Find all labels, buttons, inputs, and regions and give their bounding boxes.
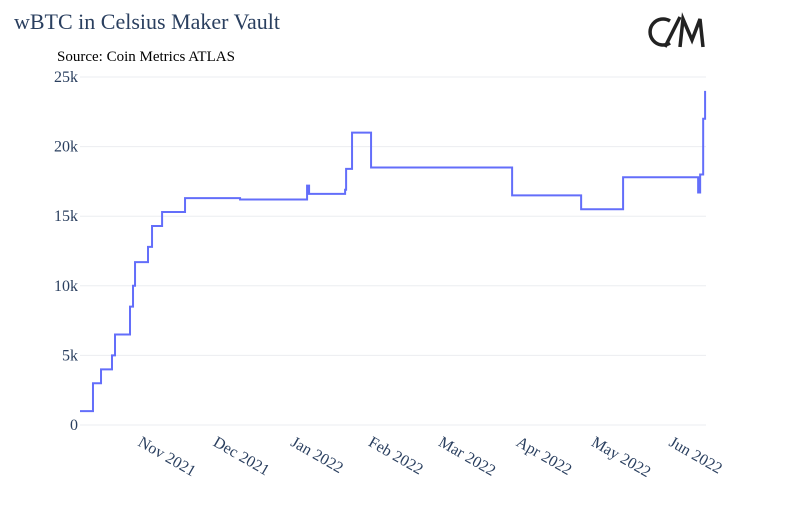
y-tick-label: 0 <box>70 417 78 434</box>
chart-subtitle: Source: Coin Metrics ATLAS <box>57 49 235 65</box>
y-tick-label: 15k <box>54 208 78 225</box>
x-tick-label: Nov 2021 <box>135 434 199 481</box>
logo-c <box>648 17 671 47</box>
chart-title: wBTC in Celsius Maker Vault <box>14 9 280 34</box>
x-tick-label: Feb 2022 <box>365 434 425 479</box>
logo <box>648 12 705 48</box>
x-tick-label: Jan 2022 <box>288 434 346 477</box>
logo-m <box>678 12 705 48</box>
logo-slash <box>663 16 682 48</box>
x-tick-label: Dec 2021 <box>210 434 272 480</box>
x-tick-label: Apr 2022 <box>513 434 574 479</box>
y-tick-label: 25k <box>54 69 78 86</box>
y-tick-label: 20k <box>54 139 78 156</box>
x-tick-label: May 2022 <box>588 434 653 481</box>
y-tick-label: 5k <box>62 347 78 364</box>
data-line <box>80 90 707 413</box>
y-tick-label: 10k <box>54 278 78 295</box>
x-tick-label: Mar 2022 <box>436 434 499 480</box>
x-tick-label: Jun 2022 <box>666 434 725 478</box>
